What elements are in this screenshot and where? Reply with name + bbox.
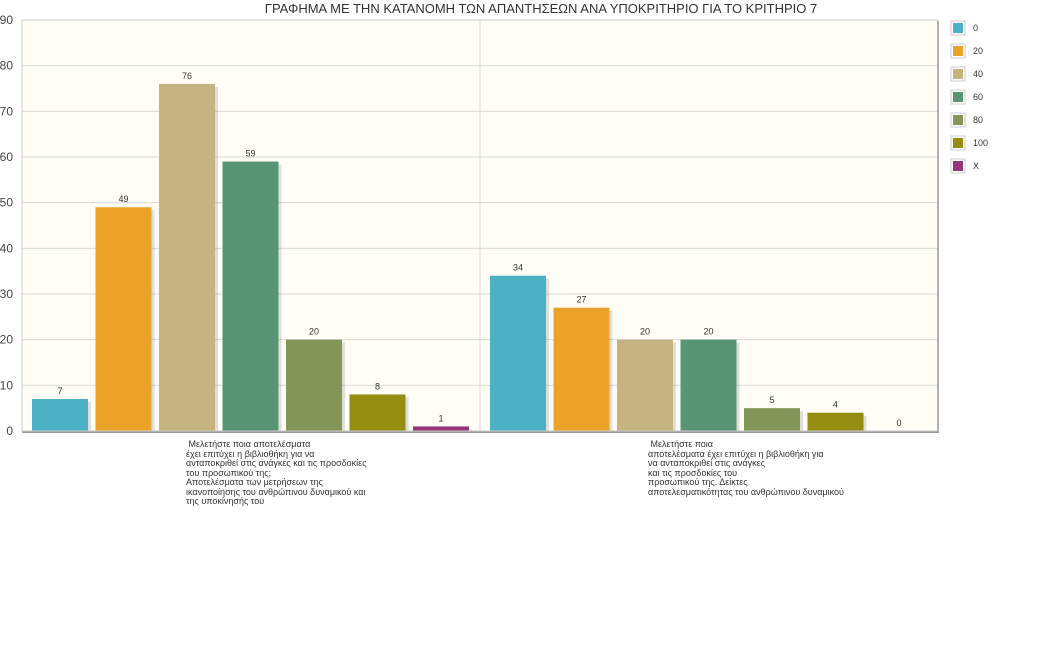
legend: 0 20 40 60 80 100 X <box>950 20 988 174</box>
data-label: 59 <box>245 149 255 159</box>
legend-label: 0 <box>973 23 978 33</box>
chart-title: ΓΡΑΦΗΜΑ ΜΕ ΤΗΝ ΚΑΤΑΝΟΜΗ ΤΩΝ ΑΠΑΝΤΗΣΕΩΝ Α… <box>265 1 817 16</box>
y-tick-label: 0 <box>6 424 13 438</box>
data-label: 20 <box>309 327 319 337</box>
y-tick-label: 30 <box>0 287 13 301</box>
bar <box>413 426 469 431</box>
bar <box>286 339 342 431</box>
data-label: 4 <box>833 400 838 410</box>
data-label: 8 <box>375 381 380 391</box>
y-tick-label: 80 <box>0 59 13 73</box>
data-label: 27 <box>576 295 586 305</box>
legend-label: X <box>973 161 979 171</box>
data-label: 0 <box>896 418 901 428</box>
bar <box>617 339 673 431</box>
data-label: 76 <box>182 71 192 81</box>
y-tick-label: 20 <box>0 333 13 347</box>
legend-swatch <box>953 161 963 171</box>
legend-swatch <box>953 92 963 102</box>
bar <box>680 339 737 431</box>
y-tick-label: 50 <box>0 196 13 210</box>
data-label: 1 <box>438 413 443 423</box>
bar <box>32 399 88 431</box>
data-labels: 7 49 76 59 20 8 1 34 27 20 20 5 4 0 <box>57 71 901 428</box>
y-tick-label: 40 <box>0 241 13 255</box>
bar <box>95 207 152 431</box>
y-tick-label: 70 <box>0 104 13 118</box>
bar <box>159 83 215 431</box>
legend-label: 60 <box>973 92 983 102</box>
legend-swatch <box>953 46 963 56</box>
bar <box>807 412 864 431</box>
legend-swatch <box>953 115 963 125</box>
legend-swatch <box>953 69 963 79</box>
bar <box>553 307 610 431</box>
legend-swatch <box>953 23 963 33</box>
category-label-1: Μελετήστε ποια αποτελέσματα έχει επιτύχε… <box>186 439 367 506</box>
bar <box>349 394 406 431</box>
y-tick-label: 60 <box>0 150 13 164</box>
bar-series <box>32 83 867 432</box>
bar <box>222 161 279 432</box>
data-label: 49 <box>118 194 128 204</box>
category-label-2: Μελετήστε ποια αποτελέσματα έχει επιτύχε… <box>648 439 844 497</box>
legend-label: 40 <box>973 69 983 79</box>
bar <box>744 408 800 431</box>
legend-swatch <box>953 138 963 148</box>
legend-label: 80 <box>973 115 983 125</box>
data-label: 7 <box>57 386 62 396</box>
y-tick-label: 90 <box>0 13 13 27</box>
y-axis-ticks: 0 10 20 30 40 50 60 70 80 90 <box>0 13 13 438</box>
bar <box>490 275 546 431</box>
plot-border <box>21 19 939 432</box>
legend-label: 20 <box>973 46 983 56</box>
legend-label: 100 <box>973 138 988 148</box>
data-label: 5 <box>769 395 774 405</box>
y-tick-label: 10 <box>0 378 13 392</box>
data-label: 34 <box>513 263 523 273</box>
data-label: 20 <box>703 327 713 337</box>
data-label: 20 <box>640 327 650 337</box>
